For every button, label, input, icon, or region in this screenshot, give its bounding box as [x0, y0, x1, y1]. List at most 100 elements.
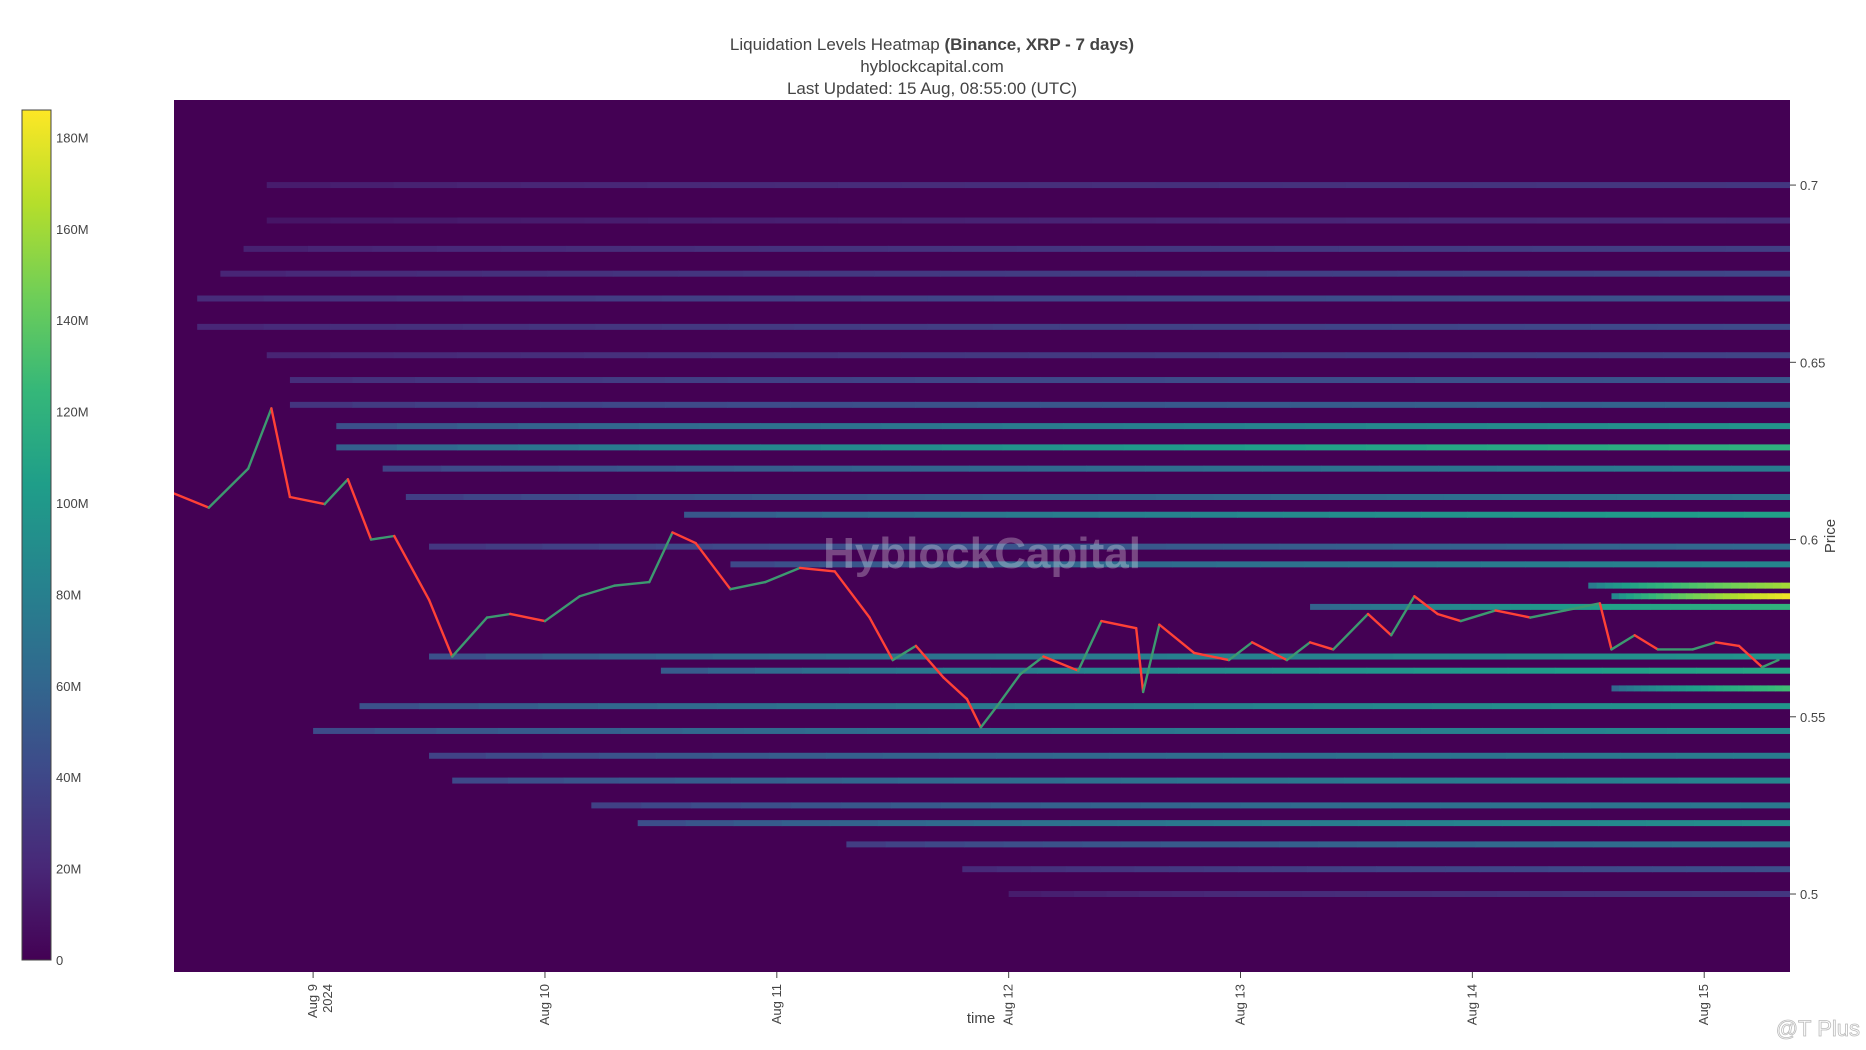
liquidation-band-segment [1676, 653, 1734, 660]
liquidation-band-segment [1074, 703, 1135, 710]
liquidation-band-segment [995, 561, 1041, 568]
liquidation-band-segment [1227, 401, 1291, 408]
liquidation-band-segment [1370, 603, 1391, 610]
liquidation-band-segment [197, 295, 265, 302]
liquidation-band-segment [1070, 270, 1137, 277]
liquidation-band-segment [1238, 866, 1274, 873]
liquidation-band-segment [1090, 802, 1142, 809]
colorbar [21, 109, 52, 961]
liquidation-band-segment [1597, 820, 1647, 827]
liquidation-band-segment [664, 377, 729, 384]
liquidation-band-segment [1052, 511, 1100, 518]
liquidation-band-segment [263, 323, 331, 330]
liquidation-band-segment [1530, 603, 1551, 610]
liquidation-band-segment [507, 777, 565, 784]
colorbar-tick-label: 120M [56, 405, 89, 420]
liquidation-band-segment [1726, 182, 1790, 189]
liquidation-band-segment [584, 352, 649, 359]
liquidation-band-segment [1144, 465, 1205, 472]
liquidation-band-segment [1436, 561, 1482, 568]
liquidation-band-segment [1648, 667, 1697, 674]
last-updated: Last Updated: 15 Aug, 08:55:00 (UTC) [787, 79, 1077, 98]
liquidation-band-segment [1547, 423, 1609, 430]
liquidation-band-segment [939, 543, 997, 550]
liquidation-band-segment [393, 352, 458, 359]
liquidation-band-segment [1487, 444, 1549, 451]
liquidation-band-segment [1490, 802, 1541, 809]
liquidation-band-segment [1715, 685, 1724, 692]
liquidation-band-segment [220, 270, 287, 277]
liquidation-band-segment [1619, 653, 1678, 660]
liquidation-band-segment [1028, 217, 1093, 224]
liquidation-band-segment [1554, 667, 1603, 674]
liquidation-band-segment [699, 444, 761, 451]
liquidation-band-segment [914, 511, 962, 518]
liquidation-band-segment [1727, 401, 1790, 408]
liquidation-band-segment [727, 401, 791, 408]
liquidation-band-segment [1490, 603, 1511, 610]
liquidation-band-segment [1737, 593, 1746, 600]
price-segment [1459, 609, 1497, 623]
price-segment [1019, 655, 1045, 676]
liquidation-band-segment [1332, 270, 1399, 277]
liquidation-band-segment [1203, 866, 1239, 873]
liquidation-band-segment [943, 667, 991, 674]
liquidation-band-segment [529, 323, 596, 330]
liquidation-band-segment [1320, 465, 1381, 472]
liquidation-band-segment [1344, 777, 1401, 784]
liquidation-band-segment [1372, 703, 1433, 710]
liquidation-band-segment [1005, 270, 1072, 277]
liquidation-band-segment [1506, 653, 1564, 660]
liquidation-bands [197, 182, 1790, 898]
liquidation-band-segment [542, 653, 600, 660]
liquidation-band-segment [1357, 820, 1407, 827]
liquidation-band-segment [1458, 323, 1526, 330]
liquidation-band-segment [868, 511, 916, 518]
liquidation-band-segment [612, 270, 679, 277]
y-tick-label: 0.55 [1800, 710, 1825, 725]
liquidation-band-segment [860, 323, 928, 330]
liquidation-band-segment [728, 295, 796, 302]
liquidation-band-segment [802, 667, 850, 674]
liquidation-band-segment [1480, 561, 1526, 568]
liquidation-band-segment [1773, 582, 1783, 589]
liquidation-band-segment [565, 245, 631, 252]
price-segment [1610, 634, 1636, 651]
liquidation-band-segment [1540, 802, 1591, 809]
liquidation-band-segment [712, 653, 770, 660]
liquidation-band-segment [1397, 270, 1464, 277]
liquidation-band-segment [1169, 866, 1205, 873]
liquidation-band-segment [699, 423, 761, 430]
liquidation-band-segment [1676, 752, 1734, 759]
liquidation-band-segment [1455, 777, 1512, 784]
liquidation-band-segment [951, 561, 996, 568]
price-segment [346, 478, 373, 541]
liquidation-band-segment [982, 494, 1041, 501]
liquidation-band-segment [478, 703, 539, 710]
price-segment [729, 580, 767, 591]
price-segment [1633, 634, 1660, 651]
liquidation-band-segment [990, 667, 1038, 674]
liquidation-band-segment [1670, 603, 1691, 610]
colorbar-tick-label: 180M [56, 130, 89, 145]
liquidation-band-segment [1663, 182, 1728, 189]
liquidation-band-segment [485, 543, 544, 550]
liquidation-band-segment [730, 561, 776, 568]
price-segment [1494, 609, 1532, 619]
liquidation-band-segment [1348, 561, 1394, 568]
liquidation-band-segment [1399, 891, 1433, 898]
liquidation-band-segment [1745, 561, 1790, 568]
liquidation-band-segment [898, 777, 955, 784]
x-tick-label: Aug 12 [1001, 984, 1016, 1025]
liquidation-band-segment [1403, 245, 1469, 252]
liquidation-band-segment [1259, 295, 1327, 302]
liquidation-band-segment [1393, 653, 1451, 660]
liquidation-band-segment [1514, 866, 1550, 873]
liquidation-band-segment [1618, 593, 1627, 600]
price-segment [1760, 658, 1780, 669]
liquidation-band-segment [1145, 245, 1211, 252]
liquidation-band-segment [1562, 891, 1596, 898]
price-segment [1332, 612, 1370, 651]
liquidation-band-segment [1184, 444, 1246, 451]
price-segment [578, 584, 616, 598]
